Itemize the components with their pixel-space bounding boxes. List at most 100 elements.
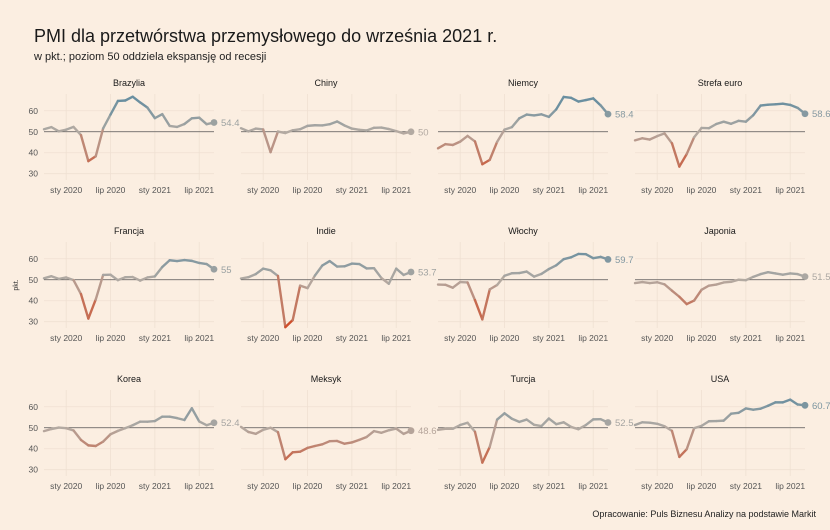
- x-tick-label: sty 2020: [247, 333, 279, 343]
- series-segment-włochy: [518, 270, 528, 275]
- series-segment-indie: [298, 284, 309, 290]
- series-segment-francja: [72, 278, 83, 296]
- series-segment-japonia: [774, 272, 785, 276]
- x-tick-label: lip 2020: [687, 481, 717, 491]
- series-segment-indie: [239, 276, 250, 280]
- series-segment-włochy: [473, 298, 484, 321]
- series-segment-indie: [380, 276, 391, 285]
- x-tick-label: sty 2020: [247, 481, 279, 491]
- series-segment-niemcy: [466, 134, 477, 143]
- end-point-francja: [210, 265, 218, 273]
- series-segment-korea: [42, 427, 53, 433]
- series-segment-turcja: [577, 423, 588, 431]
- end-value-label-usa: 60.7: [812, 401, 830, 412]
- series-segment-meksyk: [306, 444, 317, 450]
- series-segment-brazylia: [138, 101, 149, 109]
- facet-title: Korea: [117, 374, 141, 384]
- series-segment-indie: [306, 274, 317, 290]
- series-segment-strefa-euro: [729, 119, 740, 125]
- series-segment-francja: [94, 273, 105, 301]
- series-segment-strefa-euro: [692, 126, 703, 139]
- x-tick-label: sty 2020: [641, 333, 673, 343]
- series-segment-indie: [284, 318, 294, 329]
- series-segment-indie: [291, 284, 302, 322]
- y-tick-label: 50: [29, 275, 39, 285]
- series-segment-brazylia: [190, 116, 201, 120]
- series-segment-strefa-euro: [715, 120, 725, 126]
- end-point-indie: [407, 268, 415, 276]
- series-segment-niemcy: [569, 96, 580, 103]
- x-tick-label: sty 2020: [444, 333, 476, 343]
- series-segment-meksyk: [247, 430, 257, 436]
- series-segment-turcja: [555, 421, 565, 426]
- series-segment-usa: [678, 447, 688, 459]
- series-segment-francja: [79, 292, 90, 320]
- series-segment-włochy: [532, 272, 543, 278]
- series-segment-francja: [50, 274, 60, 281]
- series-segment-japonia: [655, 281, 666, 286]
- series-segment-japonia: [700, 284, 711, 292]
- series-segment-niemcy: [577, 98, 588, 103]
- end-value-label-niemcy: 58.4: [615, 110, 634, 121]
- series-segment-turcja: [436, 427, 447, 432]
- facet-title: Chiny: [314, 78, 338, 88]
- series-segment-brazylia: [79, 133, 90, 163]
- series-segment-niemcy: [532, 113, 543, 117]
- series-segment-brazylia: [87, 155, 97, 163]
- series-segment-indie: [321, 259, 331, 267]
- series-segment-usa: [692, 424, 703, 430]
- series-segment-meksyk: [350, 438, 361, 444]
- facet-title: Niemcy: [508, 78, 539, 88]
- x-tick-label: sty 2020: [641, 481, 673, 491]
- series-segment-strefa-euro: [752, 104, 762, 117]
- x-tick-label: sty 2020: [50, 185, 82, 195]
- series-segment-meksyk: [276, 430, 287, 461]
- series-segment-turcja: [473, 430, 484, 464]
- end-value-label-korea: 52.4: [221, 418, 240, 429]
- series-segment-strefa-euro: [781, 102, 792, 107]
- series-segment-włochy: [584, 252, 595, 260]
- series-segment-chiny: [239, 126, 250, 133]
- facet-title: Indie: [316, 226, 336, 236]
- x-tick-label: lip 2020: [96, 481, 126, 491]
- series-segment-japonia: [663, 283, 674, 292]
- x-tick-label: lip 2020: [490, 333, 520, 343]
- series-segment-brazylia: [101, 113, 112, 130]
- series-segment-meksyk: [284, 451, 294, 461]
- facet-title: Brazylia: [113, 78, 145, 88]
- x-tick-label: sty 2021: [336, 333, 368, 343]
- end-point-meksyk: [407, 427, 415, 435]
- series-segment-chiny: [343, 124, 354, 130]
- series-segment-turcja: [525, 418, 536, 427]
- series-segment-niemcy: [562, 95, 573, 99]
- x-tick-label: sty 2021: [533, 333, 565, 343]
- x-tick-label: sty 2020: [50, 481, 82, 491]
- x-tick-label: sty 2020: [641, 185, 673, 195]
- series-segment-japonia: [729, 278, 740, 284]
- end-value-label-turcja: 52.5: [615, 418, 634, 429]
- end-value-label-indie: 53.7: [418, 267, 437, 278]
- series-segment-chiny: [291, 128, 302, 132]
- end-point-strefa-euro: [801, 110, 809, 118]
- series-segment-usa: [663, 425, 674, 433]
- series-segment-strefa-euro: [633, 137, 644, 142]
- series-segment-meksyk: [335, 439, 346, 445]
- series-segment-korea: [72, 429, 83, 442]
- source-caption: Opracowanie: Puls Biznesu Analizy na pod…: [592, 509, 816, 519]
- series-segment-japonia: [633, 280, 644, 285]
- x-tick-label: sty 2021: [730, 333, 762, 343]
- y-tick-label: 50: [29, 127, 39, 137]
- end-value-label-chiny: 50: [418, 127, 429, 138]
- series-segment-strefa-euro: [641, 137, 651, 141]
- series-segment-francja: [183, 258, 194, 263]
- series-segment-strefa-euro: [663, 132, 674, 145]
- series-segment-chiny: [380, 126, 391, 131]
- x-tick-label: sty 2021: [533, 185, 565, 195]
- series-segment-korea: [153, 415, 164, 423]
- series-segment-francja: [146, 275, 157, 279]
- x-tick-label: sty 2020: [50, 333, 82, 343]
- x-tick-label: sty 2021: [730, 481, 762, 491]
- series-segment-meksyk: [365, 429, 376, 439]
- series-segment-brazylia: [94, 127, 105, 158]
- series-segment-włochy: [451, 280, 462, 289]
